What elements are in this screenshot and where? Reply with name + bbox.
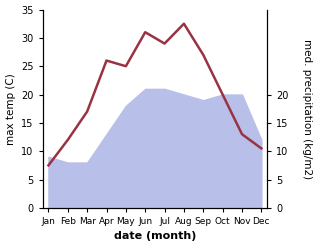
X-axis label: date (month): date (month) (114, 231, 196, 242)
Y-axis label: med. precipitation (kg/m2): med. precipitation (kg/m2) (302, 39, 313, 179)
Y-axis label: max temp (C): max temp (C) (5, 73, 16, 144)
